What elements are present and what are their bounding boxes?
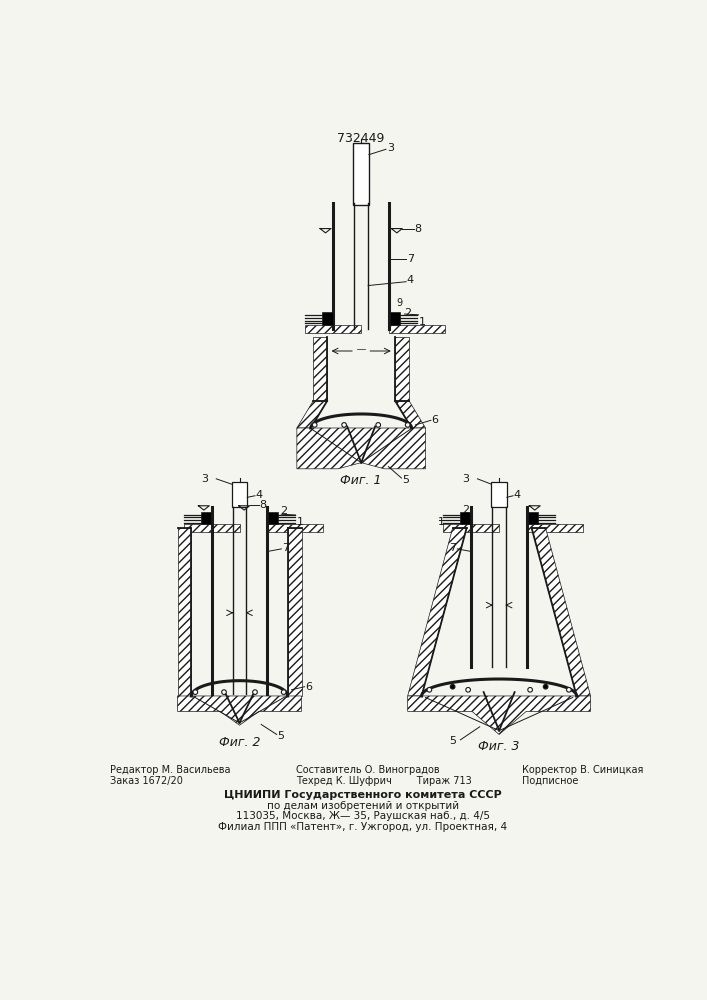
Text: 1: 1 bbox=[438, 517, 445, 527]
Text: 1: 1 bbox=[297, 517, 304, 527]
Circle shape bbox=[252, 690, 257, 694]
Polygon shape bbox=[532, 528, 590, 696]
Text: 113035, Москва, Ж— 35, Раушская наб., д. 4/5: 113035, Москва, Ж— 35, Раушская наб., д.… bbox=[235, 811, 490, 821]
Bar bbox=[389, 325, 445, 333]
Bar bbox=[354, 143, 369, 205]
Circle shape bbox=[376, 423, 380, 427]
Circle shape bbox=[193, 690, 198, 694]
Text: 3: 3 bbox=[201, 474, 209, 484]
Text: Техред К. Шуфрич        Тираж 713: Техред К. Шуфрич Тираж 713 bbox=[296, 776, 472, 786]
Circle shape bbox=[466, 687, 470, 692]
Text: 2: 2 bbox=[462, 505, 469, 515]
Text: 1: 1 bbox=[419, 317, 426, 327]
Text: 6: 6 bbox=[305, 682, 312, 692]
Text: ЦНИИПИ Государственного комитета СССР: ЦНИИПИ Государственного комитета СССР bbox=[224, 790, 501, 800]
Text: 6: 6 bbox=[432, 415, 439, 425]
Polygon shape bbox=[297, 401, 327, 428]
Bar bbox=[390, 312, 400, 325]
Text: Редактор М. Васильева: Редактор М. Васильева bbox=[110, 765, 230, 775]
Circle shape bbox=[281, 690, 286, 694]
Circle shape bbox=[312, 423, 317, 427]
Text: по делам изобретений и открытий: по делам изобретений и открытий bbox=[267, 801, 459, 811]
Bar bbox=[528, 512, 538, 524]
Text: Фиг. 3: Фиг. 3 bbox=[479, 740, 520, 753]
Text: Фиг. 2: Фиг. 2 bbox=[218, 736, 260, 749]
Circle shape bbox=[528, 687, 532, 692]
Text: 732449: 732449 bbox=[337, 132, 385, 145]
Polygon shape bbox=[177, 696, 301, 725]
Bar bbox=[395, 337, 409, 401]
Circle shape bbox=[222, 690, 226, 694]
Text: 7: 7 bbox=[407, 254, 414, 264]
Bar bbox=[305, 325, 361, 333]
Text: Заказ 1672/20: Заказ 1672/20 bbox=[110, 776, 183, 786]
Text: 2: 2 bbox=[281, 506, 288, 516]
Circle shape bbox=[566, 687, 571, 692]
Text: 7: 7 bbox=[450, 543, 457, 553]
Polygon shape bbox=[408, 696, 590, 734]
Text: 3: 3 bbox=[462, 474, 469, 484]
Polygon shape bbox=[408, 528, 467, 696]
Text: 9: 9 bbox=[397, 298, 403, 308]
Circle shape bbox=[450, 684, 455, 689]
Bar bbox=[491, 482, 507, 507]
Text: 4: 4 bbox=[407, 275, 414, 285]
Bar bbox=[313, 337, 327, 401]
Bar bbox=[232, 482, 247, 507]
Bar bbox=[460, 512, 470, 524]
Bar bbox=[267, 524, 323, 532]
Text: 2: 2 bbox=[404, 308, 411, 318]
Bar bbox=[184, 524, 240, 532]
Text: 8: 8 bbox=[414, 224, 422, 234]
Text: Филиал ППП «Патент», г. Ужгород, ул. Проектная, 4: Филиал ППП «Патент», г. Ужгород, ул. Про… bbox=[218, 822, 508, 832]
Bar bbox=[177, 528, 192, 696]
Polygon shape bbox=[395, 401, 426, 428]
Bar bbox=[443, 524, 499, 532]
Text: 3: 3 bbox=[387, 143, 394, 153]
Text: Фиг. 1: Фиг. 1 bbox=[341, 474, 382, 487]
Bar bbox=[322, 312, 332, 325]
Circle shape bbox=[341, 423, 346, 427]
Text: 4: 4 bbox=[256, 490, 263, 500]
Circle shape bbox=[405, 423, 410, 427]
Text: Подписное: Подписное bbox=[522, 776, 579, 786]
Text: Составитель О. Виноградов: Составитель О. Виноградов bbox=[296, 765, 440, 775]
Text: 5: 5 bbox=[449, 736, 456, 746]
Bar bbox=[288, 528, 301, 696]
Text: Корректор В. Синицкая: Корректор В. Синицкая bbox=[522, 765, 644, 775]
Text: 4: 4 bbox=[514, 490, 521, 500]
Circle shape bbox=[427, 687, 432, 692]
Text: 8: 8 bbox=[259, 500, 267, 510]
Text: 5: 5 bbox=[402, 475, 409, 485]
Bar bbox=[201, 512, 211, 524]
Text: 7: 7 bbox=[282, 543, 289, 553]
Text: 5: 5 bbox=[277, 731, 284, 741]
Polygon shape bbox=[297, 428, 426, 469]
Circle shape bbox=[543, 684, 548, 689]
Bar bbox=[527, 524, 583, 532]
Bar bbox=[268, 512, 279, 524]
